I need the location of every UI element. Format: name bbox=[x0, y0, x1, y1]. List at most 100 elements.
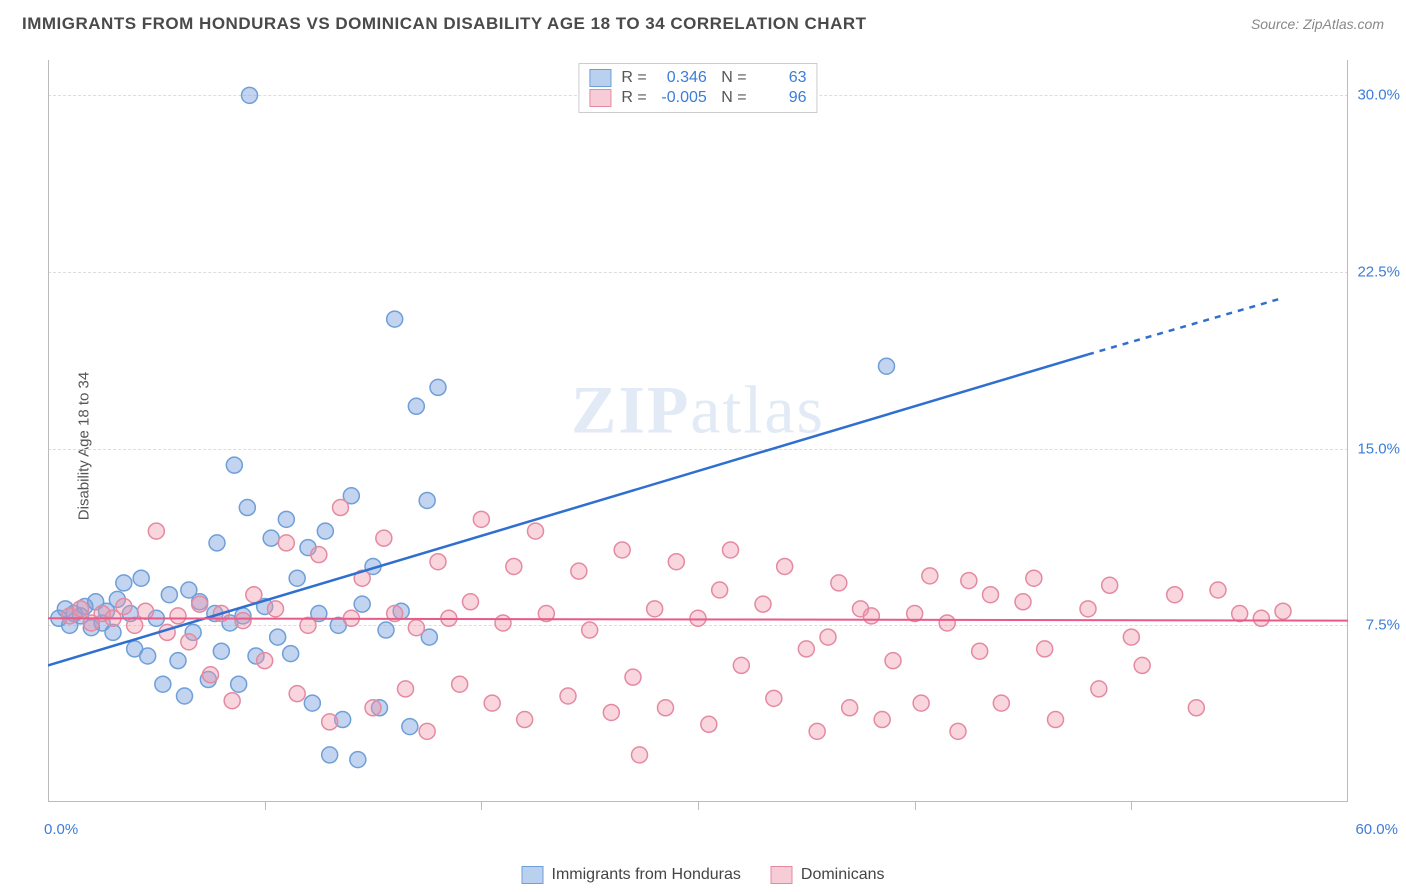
r-value-honduras: 0.346 bbox=[653, 69, 707, 87]
xtick-mark bbox=[698, 802, 699, 810]
scatter-point bbox=[863, 608, 879, 624]
scatter-point bbox=[387, 311, 403, 327]
scatter-point bbox=[1134, 657, 1150, 673]
n-label: N = bbox=[717, 89, 747, 107]
x-end-label: 60.0% bbox=[1355, 821, 1398, 838]
source-attribution: Source: ZipAtlas.com bbox=[1251, 16, 1384, 32]
scatter-point bbox=[798, 641, 814, 657]
x-start-label: 0.0% bbox=[44, 821, 78, 838]
legend-swatch-dominicans bbox=[589, 89, 611, 107]
scatter-point bbox=[1048, 712, 1064, 728]
xtick-mark bbox=[1131, 802, 1132, 810]
ytick-label: 22.5% bbox=[1357, 264, 1400, 281]
ytick-label: 15.0% bbox=[1357, 440, 1400, 457]
scatter-point bbox=[668, 554, 684, 570]
scatter-point bbox=[658, 700, 674, 716]
scatter-point bbox=[1037, 641, 1053, 657]
r-label: R = bbox=[621, 69, 646, 87]
scatter-point bbox=[1102, 577, 1118, 593]
scatter-point bbox=[1253, 610, 1269, 626]
legend-label-dominicans: Dominicans bbox=[801, 866, 885, 884]
scatter-point bbox=[138, 603, 154, 619]
scatter-point bbox=[192, 596, 208, 612]
scatter-point bbox=[268, 601, 284, 617]
regression-line-extrapolated bbox=[1088, 298, 1283, 355]
scatter-point bbox=[647, 601, 663, 617]
scatter-plot bbox=[48, 60, 1348, 820]
scatter-point bbox=[170, 608, 186, 624]
legend-swatch-honduras bbox=[589, 69, 611, 87]
scatter-point bbox=[350, 752, 366, 768]
n-value-dominicans: 96 bbox=[753, 89, 807, 107]
scatter-point bbox=[376, 530, 392, 546]
r-label: R = bbox=[621, 89, 646, 107]
scatter-point bbox=[408, 398, 424, 414]
r-value-dominicans: -0.005 bbox=[653, 89, 707, 107]
scatter-point bbox=[170, 653, 186, 669]
scatter-point bbox=[1123, 629, 1139, 645]
scatter-point bbox=[913, 695, 929, 711]
scatter-point bbox=[463, 594, 479, 610]
n-value-honduras: 63 bbox=[753, 69, 807, 87]
scatter-point bbox=[224, 693, 240, 709]
scatter-point bbox=[354, 596, 370, 612]
scatter-point bbox=[1275, 603, 1291, 619]
scatter-point bbox=[270, 629, 286, 645]
scatter-point bbox=[632, 747, 648, 763]
scatter-point bbox=[1188, 700, 1204, 716]
scatter-point bbox=[495, 615, 511, 631]
scatter-point bbox=[333, 500, 349, 516]
scatter-point bbox=[181, 582, 197, 598]
n-label: N = bbox=[717, 69, 747, 87]
scatter-point bbox=[484, 695, 500, 711]
scatter-point bbox=[127, 617, 143, 633]
scatter-point bbox=[289, 570, 305, 586]
scatter-point bbox=[874, 712, 890, 728]
scatter-point bbox=[226, 457, 242, 473]
scatter-point bbox=[473, 511, 489, 527]
scatter-point bbox=[278, 511, 294, 527]
scatter-point bbox=[1026, 570, 1042, 586]
scatter-point bbox=[723, 542, 739, 558]
scatter-point bbox=[560, 688, 576, 704]
scatter-point bbox=[408, 620, 424, 636]
scatter-point bbox=[777, 558, 793, 574]
scatter-point bbox=[1167, 587, 1183, 603]
scatter-point bbox=[603, 704, 619, 720]
scatter-point bbox=[972, 643, 988, 659]
scatter-point bbox=[365, 700, 381, 716]
xtick-mark bbox=[915, 802, 916, 810]
scatter-point bbox=[690, 610, 706, 626]
ytick-label: 7.5% bbox=[1366, 617, 1400, 634]
scatter-point bbox=[430, 379, 446, 395]
scatter-point bbox=[452, 676, 468, 692]
scatter-point bbox=[116, 598, 132, 614]
scatter-point bbox=[1232, 606, 1248, 622]
scatter-point bbox=[831, 575, 847, 591]
scatter-point bbox=[755, 596, 771, 612]
scatter-point bbox=[922, 568, 938, 584]
scatter-point bbox=[73, 601, 89, 617]
legend-swatch-honduras bbox=[522, 866, 544, 884]
scatter-point bbox=[950, 723, 966, 739]
scatter-point bbox=[231, 676, 247, 692]
scatter-point bbox=[317, 523, 333, 539]
scatter-point bbox=[181, 634, 197, 650]
scatter-point bbox=[278, 535, 294, 551]
scatter-point bbox=[203, 667, 219, 683]
scatter-point bbox=[289, 686, 305, 702]
scatter-point bbox=[209, 535, 225, 551]
scatter-point bbox=[283, 646, 299, 662]
scatter-point bbox=[263, 530, 279, 546]
scatter-point bbox=[879, 358, 895, 374]
scatter-point bbox=[257, 653, 273, 669]
scatter-point bbox=[235, 613, 251, 629]
scatter-point bbox=[506, 558, 522, 574]
scatter-point bbox=[239, 500, 255, 516]
scatter-point bbox=[402, 719, 418, 735]
scatter-point bbox=[571, 563, 587, 579]
xtick-mark bbox=[265, 802, 266, 810]
scatter-point bbox=[419, 723, 435, 739]
chart-title: IMMIGRANTS FROM HONDURAS VS DOMINICAN DI… bbox=[22, 14, 867, 34]
scatter-point bbox=[1210, 582, 1226, 598]
